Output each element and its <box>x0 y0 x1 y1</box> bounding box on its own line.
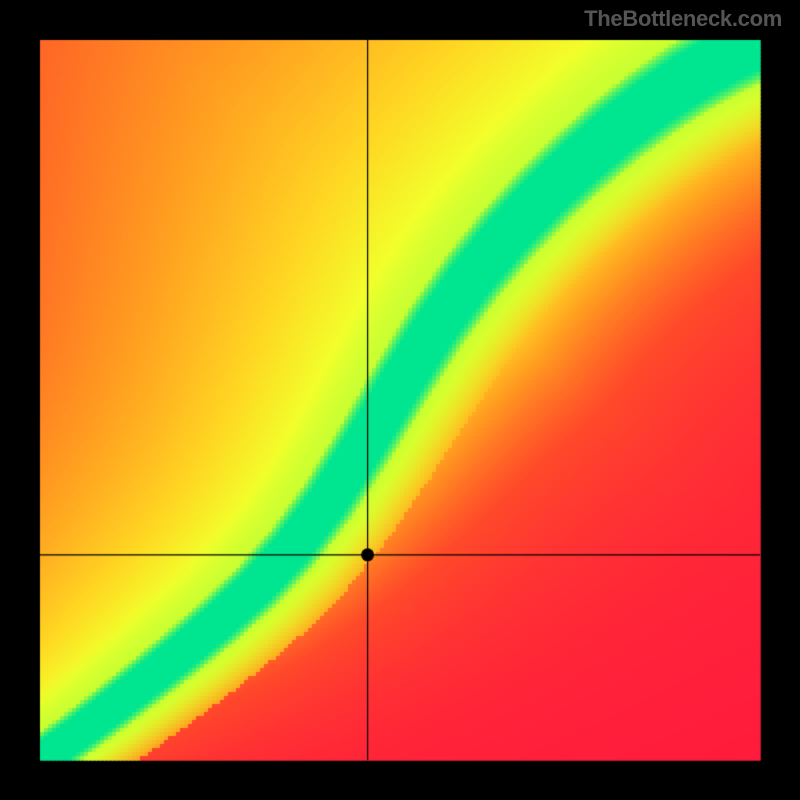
chart-container: TheBottleneck.com <box>0 0 800 800</box>
watermark-text: TheBottleneck.com <box>584 6 782 32</box>
heatmap-canvas <box>0 0 800 800</box>
